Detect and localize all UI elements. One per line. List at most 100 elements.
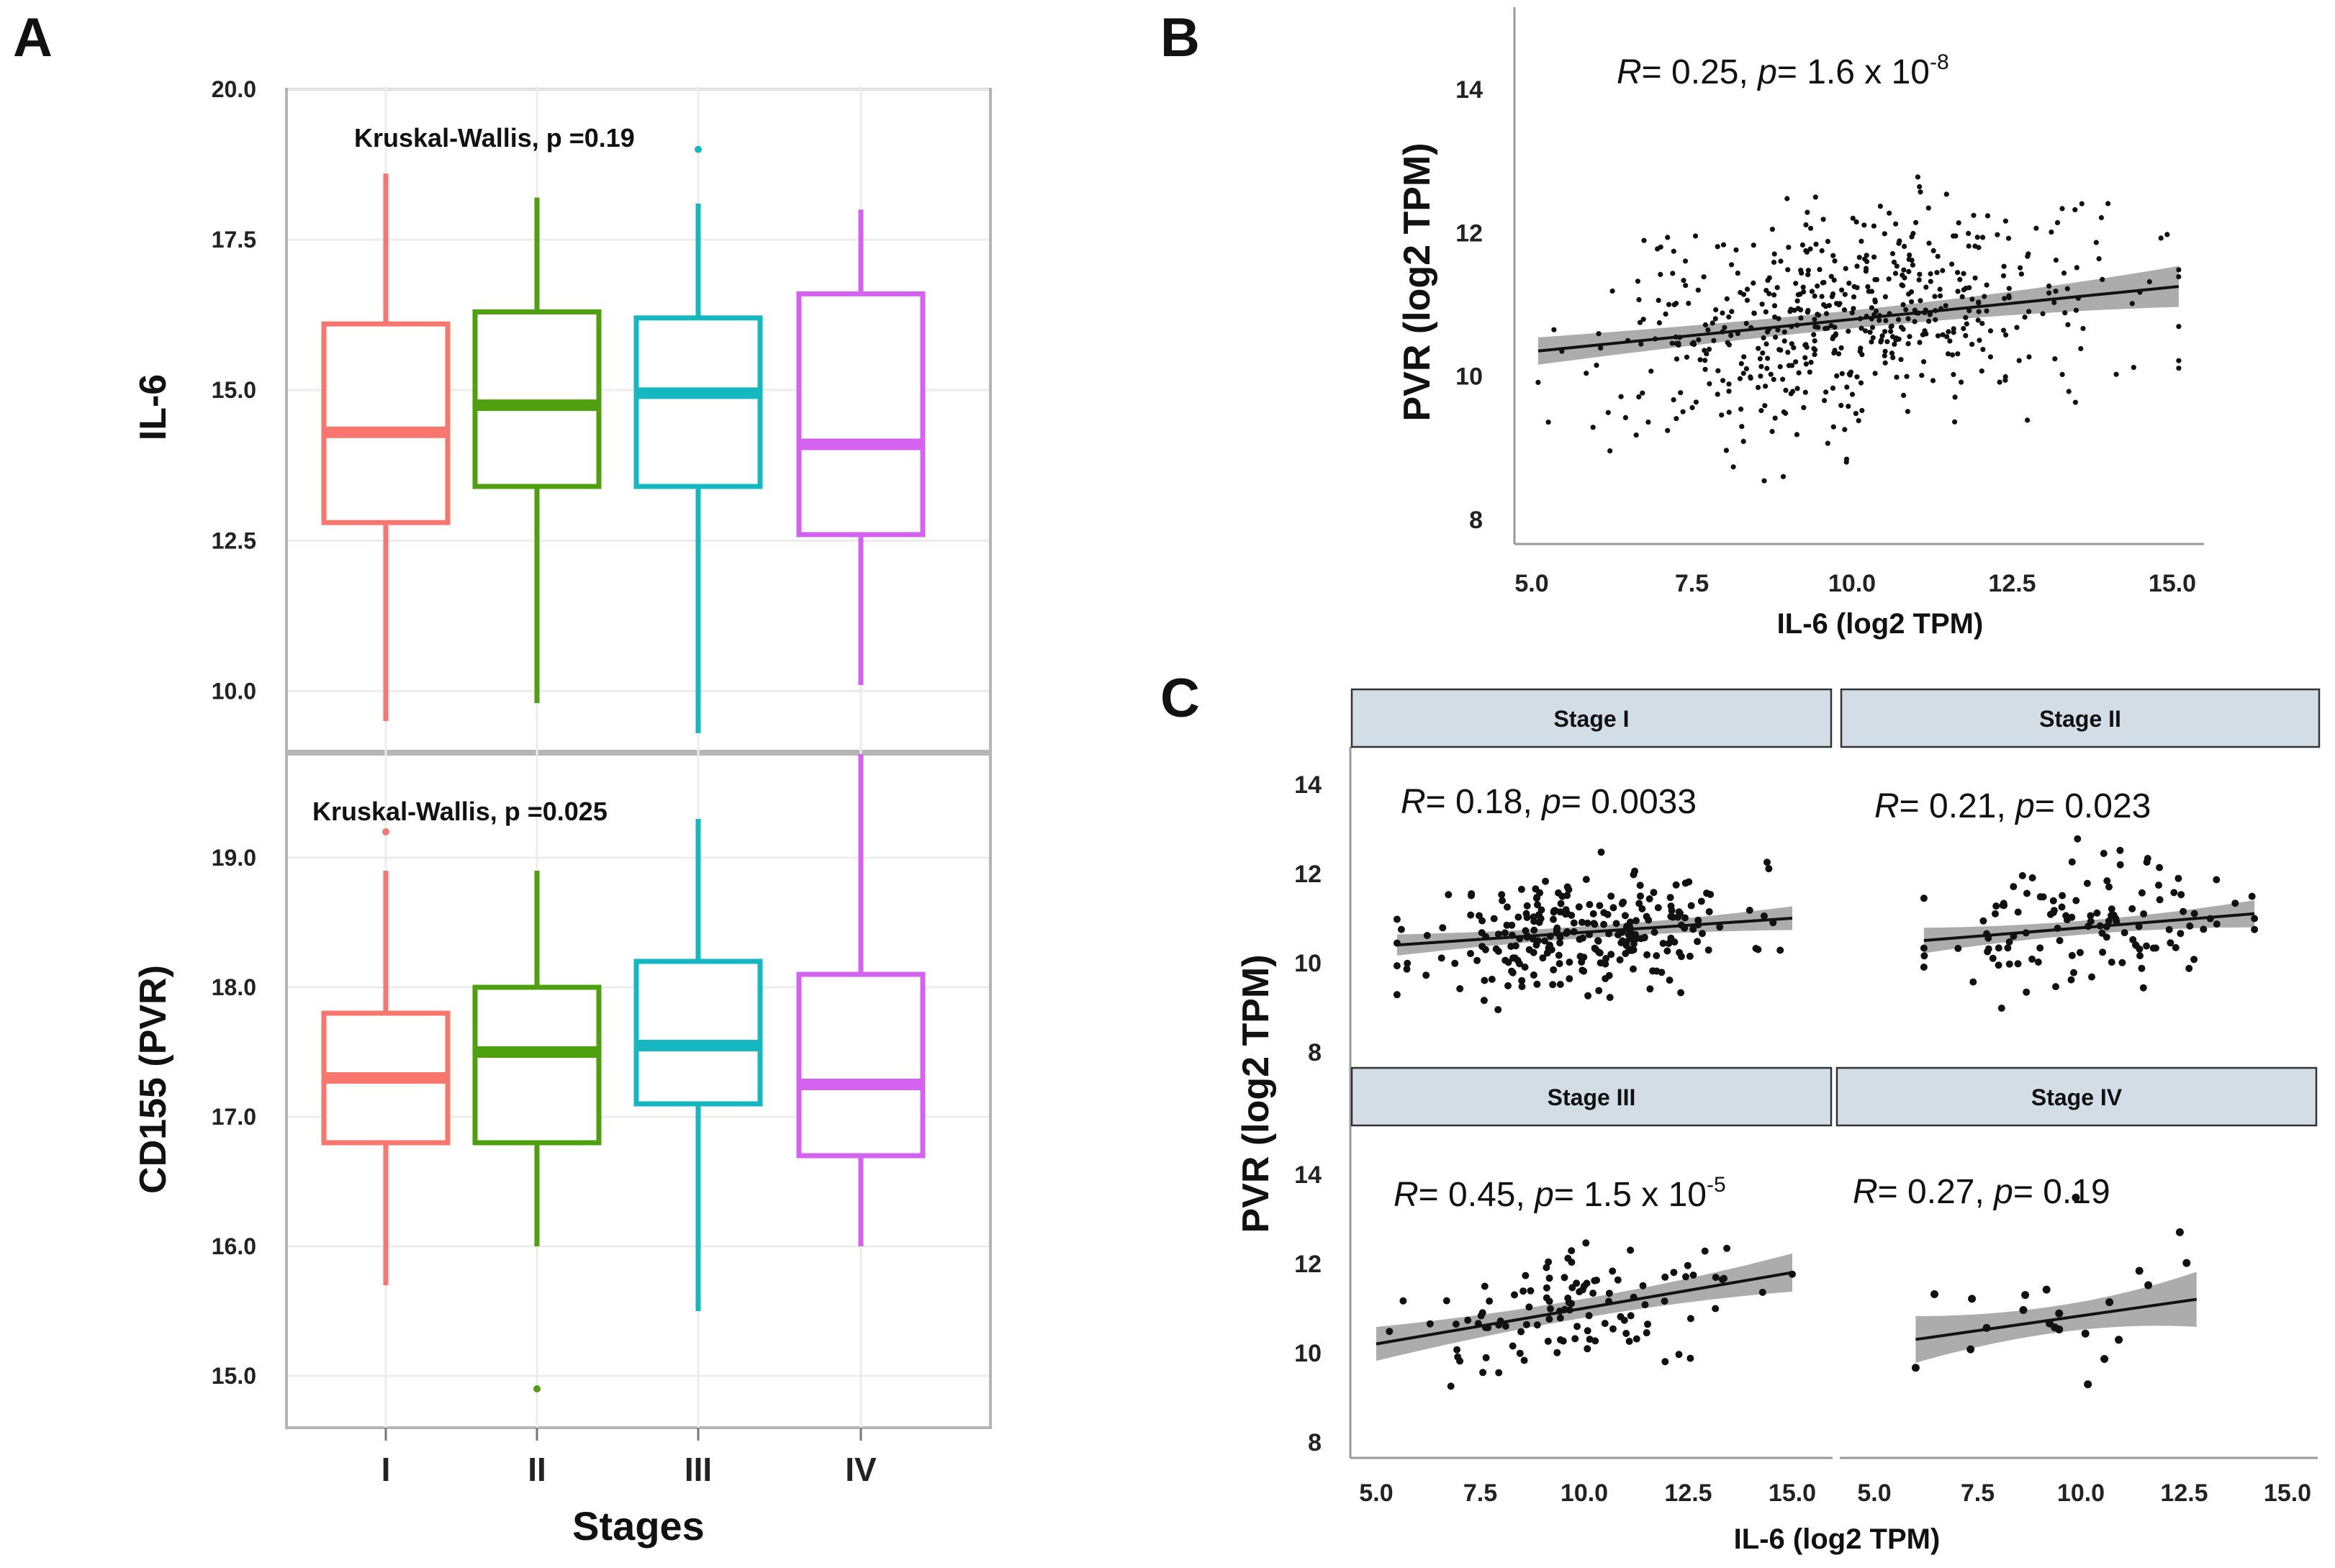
b-point — [2074, 265, 2079, 271]
c1-point — [1467, 911, 1475, 919]
b-point — [1751, 243, 1756, 248]
c1-point — [1646, 985, 1654, 993]
b-point — [1869, 305, 1874, 311]
b-point — [1913, 219, 1919, 225]
b-point — [1979, 320, 1985, 327]
c1-point — [1488, 975, 1496, 983]
b-point — [1846, 281, 1852, 286]
b-point — [1680, 409, 1686, 414]
c2-point — [2098, 929, 2106, 937]
c1-point — [1625, 930, 1633, 938]
b-point — [1594, 363, 1599, 368]
c1-point — [1504, 982, 1512, 989]
b-point — [1801, 404, 1807, 411]
c1-point — [1393, 962, 1401, 970]
b-point — [1773, 335, 1779, 340]
b-point — [1776, 316, 1781, 322]
b-point — [1830, 385, 1836, 391]
stage-iv-plot — [1911, 1193, 2198, 1389]
b-point — [2176, 358, 2182, 363]
panel-a-top-yticks: 10.0 12.5 15.0 17.5 20.0 — [212, 76, 256, 704]
c2-point — [2231, 899, 2239, 907]
c2-point — [2105, 917, 2113, 925]
b-point — [2040, 311, 2046, 317]
b-point — [1889, 250, 1896, 257]
c2-point — [2190, 956, 2198, 964]
strip-stage-iv — [1835, 1066, 2318, 1127]
c3-point — [1495, 1369, 1503, 1377]
c2-point — [2034, 959, 2042, 966]
c3-point — [1479, 1369, 1487, 1377]
b-point — [2018, 265, 2023, 271]
b-point — [2014, 325, 2020, 330]
b-point — [1702, 358, 1708, 363]
c3-point — [1609, 1325, 1617, 1333]
b-point — [1894, 374, 1900, 380]
c3-point — [1720, 1274, 1727, 1282]
b-point — [1771, 292, 1777, 298]
c2-point — [2100, 850, 2108, 857]
c1-point — [1509, 954, 1517, 962]
c3-point — [1605, 1290, 1613, 1297]
b-point — [1794, 432, 1799, 438]
b-point — [1724, 296, 1730, 302]
b-point — [1590, 425, 1596, 430]
c1-point — [1579, 966, 1586, 974]
c1-point — [1393, 991, 1401, 999]
b-point — [2059, 371, 2065, 378]
b-point — [1598, 345, 1604, 351]
c3-point — [1585, 1312, 1593, 1320]
c1-point — [1563, 892, 1571, 899]
strip-stage-iii-label: Stage III — [1548, 1084, 1636, 1110]
c-xtick-label: 7.5 — [1961, 1479, 1995, 1507]
c4-point — [1930, 1290, 1938, 1298]
c2-point — [2023, 988, 2031, 996]
b-point — [2064, 286, 2070, 291]
c1-point — [1561, 909, 1568, 917]
b-point — [1955, 270, 1961, 276]
b-point — [1807, 369, 1812, 375]
b-point — [1751, 280, 1756, 286]
c1-point — [1533, 980, 1541, 988]
c2-point — [1920, 952, 1928, 960]
b-point — [1864, 258, 1870, 265]
c1-point — [1689, 925, 1697, 933]
b-point — [1796, 370, 1802, 376]
b-point — [1765, 278, 1771, 284]
c2-point — [2004, 944, 2012, 952]
b-point — [1822, 398, 1828, 404]
c3-point — [1543, 1294, 1550, 1302]
b-point — [1858, 380, 1864, 386]
b-point — [1947, 338, 1953, 344]
c3-point — [1758, 1288, 1766, 1296]
b-point — [1799, 242, 1805, 248]
a-top-box-II — [472, 309, 602, 489]
b-point — [1656, 297, 1661, 303]
b-point — [1636, 394, 1642, 400]
c1-point — [1636, 882, 1644, 889]
b-point — [1842, 427, 1848, 432]
b-point — [1969, 341, 1975, 348]
c1-point — [1518, 976, 1526, 984]
b-point — [1869, 339, 1874, 345]
c1-point — [1653, 952, 1661, 960]
c1-point — [1533, 894, 1541, 902]
b-point — [1930, 248, 1936, 253]
b-point — [1912, 319, 1918, 325]
c3-point — [1712, 1305, 1720, 1313]
c3-point — [1447, 1382, 1455, 1390]
b-point — [2176, 324, 2182, 330]
b-point — [1800, 284, 1806, 290]
c2-point — [2156, 864, 2164, 871]
c2-point — [1997, 1005, 2005, 1012]
b-point — [1811, 332, 1817, 337]
b-point — [1976, 300, 1982, 306]
b-point — [1858, 238, 1864, 244]
panel-letter-c: C — [1160, 668, 1200, 729]
c4-regression-line — [1915, 1297, 2198, 1341]
c2-point — [2121, 929, 2128, 937]
b-point — [1771, 259, 1777, 266]
b-point — [1755, 384, 1761, 391]
b-point — [1891, 259, 1897, 265]
b-point — [1720, 310, 1725, 316]
